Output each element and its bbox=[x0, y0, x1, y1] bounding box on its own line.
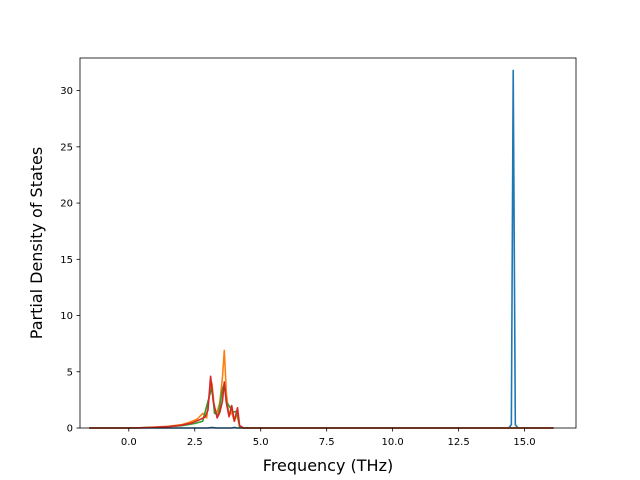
x-tick-label: 5.0 bbox=[253, 437, 269, 448]
y-ticks: 0 5 10 15 20 25 30 bbox=[60, 86, 80, 435]
x-tick-label: 2.5 bbox=[187, 437, 203, 448]
y-tick-label: 25 bbox=[60, 142, 73, 153]
y-tick-label: 20 bbox=[60, 199, 73, 210]
y-tick-label: 30 bbox=[60, 86, 73, 97]
x-tick-label: 7.5 bbox=[319, 437, 335, 448]
y-tick-label: 15 bbox=[60, 255, 73, 266]
x-axis-label: Frequency (THz) bbox=[263, 456, 393, 475]
axes-frame bbox=[79, 57, 577, 429]
x-tick-label: 10.0 bbox=[382, 437, 404, 448]
x-ticks: 0.0 2.5 5.0 7.5 10.0 12.5 15.0 bbox=[121, 428, 536, 448]
y-tick-label: 0 bbox=[67, 424, 73, 435]
series-line-4 bbox=[89, 375, 554, 429]
x-tick-label: 12.5 bbox=[447, 437, 469, 448]
x-tick-label: 15.0 bbox=[513, 437, 535, 448]
y-tick-label: 5 bbox=[67, 367, 73, 378]
y-axis-label: Partial Density of States bbox=[27, 147, 46, 339]
x-tick-label: 0.0 bbox=[121, 437, 137, 448]
y-tick-label: 10 bbox=[60, 311, 73, 322]
plot-area bbox=[80, 58, 576, 428]
